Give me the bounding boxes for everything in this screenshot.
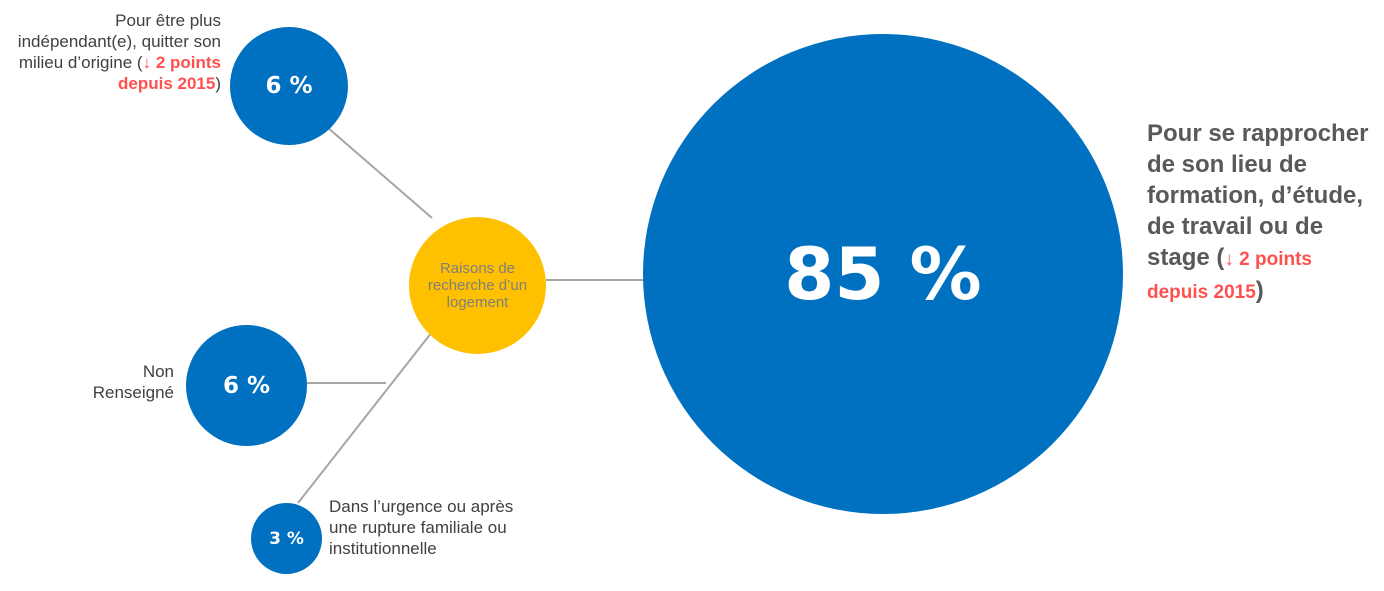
bubble-not-specified-value: 6 % xyxy=(222,372,271,399)
bubble-main-reason: 85 % xyxy=(643,34,1123,514)
independence-trend: 2 points depuis 2015 xyxy=(118,53,221,93)
connector-top-left xyxy=(326,126,433,219)
main-reason-text: Pour se rapprocher de son lieu de format… xyxy=(1147,120,1369,271)
bubble-not-specified: 6 % xyxy=(186,325,307,446)
independence-label: Pour être plus indépendant(e), quitter s… xyxy=(0,10,221,94)
main-reason-label: Pour se rapprocher de son lieu de format… xyxy=(1147,118,1377,308)
main-reason-trend: 2 points depuis 2015 xyxy=(1147,249,1312,303)
bubble-main-value: 85 % xyxy=(784,232,982,316)
bubble-independence: 6 % xyxy=(230,27,348,145)
not-specified-label: Non Renseigné xyxy=(60,361,174,403)
arrow-down-icon: ↓ xyxy=(142,53,152,72)
center-hub-label: Raisons de recherche d’un logement xyxy=(427,260,528,311)
independence-text: Pour être plus indépendant(e), quitter s… xyxy=(17,11,221,72)
center-hub: Raisons de recherche d’un logement xyxy=(409,217,546,354)
main-reason-close: ) xyxy=(1255,277,1264,304)
independence-close: ) xyxy=(215,74,221,93)
not-specified-text: Non Renseigné xyxy=(92,362,174,402)
emergency-text: Dans l’urgence ou après une rupture fami… xyxy=(329,497,514,558)
bubble-emergency-value: 3 % xyxy=(269,528,304,549)
bubble-independence-value: 6 % xyxy=(265,73,313,99)
connector-bottom-trunk xyxy=(297,331,433,504)
bubble-emergency: 3 % xyxy=(251,503,322,574)
arrow-down-icon: ↓ xyxy=(1224,249,1234,270)
emergency-label: Dans l’urgence ou après une rupture fami… xyxy=(329,496,529,559)
